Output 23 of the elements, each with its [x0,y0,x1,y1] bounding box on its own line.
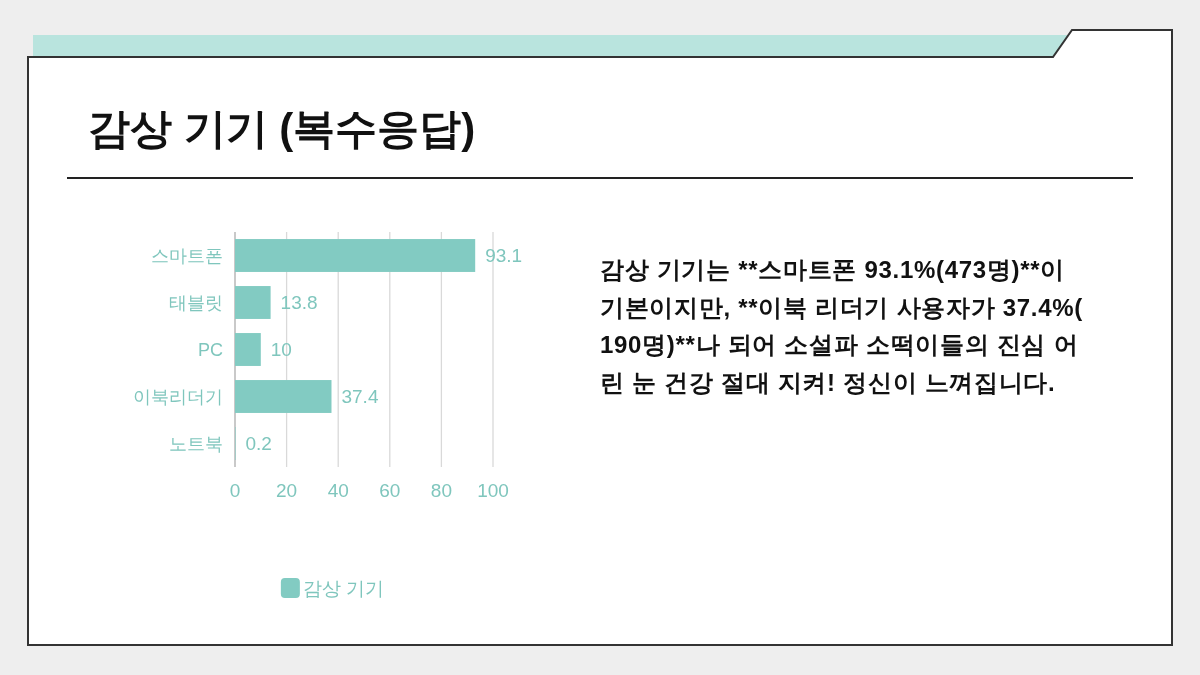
data-label: 10 [270,339,292,360]
bar [235,380,332,413]
y-tick-label: 태블릿 [169,292,223,313]
x-tick-label: 20 [276,479,298,501]
legend-label: 감상 기기 [302,577,385,599]
bar [235,333,261,366]
y-tick-label: 이북리더기 [133,386,223,407]
x-tick-label: 60 [379,479,401,501]
x-tick-label: 0 [229,479,241,501]
text: 감상 기기는 **스마트폰 93.1%(473명)**이 기본이지만, **이북 리더기 사용자가 37.4%(190명)**나 되어 소설파 소떡이들의 진심 어린 눈 건강 절대 지켜! 정신이 느껴집니다. [600,256,1083,396]
data-label: 37.4 [341,386,379,407]
bar [235,239,476,272]
y-tick-label: 노트북 [169,433,223,454]
data-label: 93.1 [485,245,523,266]
x-tick-label: 40 [327,479,349,501]
bar [235,286,271,319]
data-label: 13.8 [280,292,318,313]
chart-title: 감상 기기 (복수응답) [88,105,476,152]
data-label: 0.2 [245,433,272,454]
x-tick-label: 80 [430,479,452,501]
x-tick-label: 100 [477,479,509,501]
y-tick-label: PC [197,339,223,360]
y-tick-label: 스마트폰 [151,245,223,266]
